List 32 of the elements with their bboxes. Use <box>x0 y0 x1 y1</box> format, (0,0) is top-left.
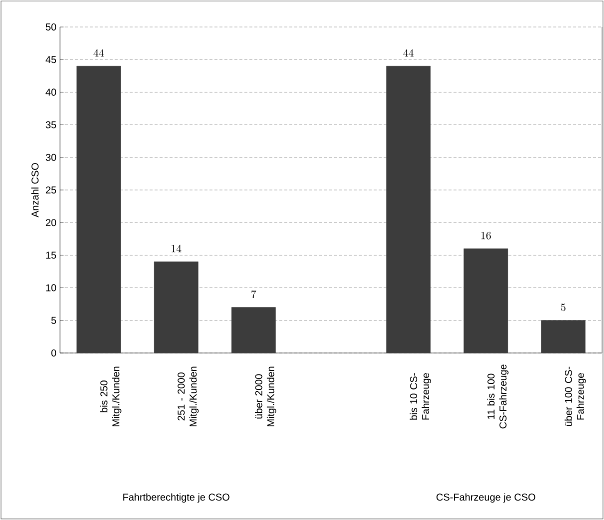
data-label: 44 <box>403 49 414 57</box>
x-tick-label: über 2000 Mitgl./Kunden <box>254 366 276 426</box>
y-tick-label: 35 <box>46 121 56 128</box>
x-tick-label: bis 250 Mitgl./Kunden <box>100 366 122 426</box>
y-tick-label: 20 <box>46 219 56 226</box>
y-tick-label: 15 <box>46 252 56 259</box>
bar <box>154 262 198 354</box>
bar <box>541 320 586 354</box>
data-label: 7 <box>251 290 256 298</box>
data-label: 44 <box>94 49 104 57</box>
data-label: 14 <box>172 244 182 252</box>
bar <box>76 66 121 354</box>
x-tick-label: 11 bis 100 CS-Fahrzeuge <box>487 364 508 428</box>
bar <box>386 66 431 354</box>
y-tick-label: 30 <box>46 154 56 161</box>
y-tick-label: 10 <box>46 284 56 292</box>
data-label: 16 <box>481 232 491 240</box>
y-axis-title: Anzahl CSO <box>31 163 39 218</box>
text: Fahrtberechtigte je CSO <box>123 493 230 503</box>
text: CS-Fahrzeuge je CSO <box>436 493 536 503</box>
y-tick-label: 25 <box>46 186 56 194</box>
bar <box>464 248 508 354</box>
x-tick-label: über 100 CS-Fahrzeuge <box>564 366 586 426</box>
data-label: 5 <box>561 304 566 312</box>
y-tick-label: 45 <box>46 56 56 64</box>
bar <box>231 307 276 354</box>
y-tick-label: 50 <box>46 23 56 31</box>
y-tick-label: 5 <box>51 316 56 324</box>
y-tick-label: 40 <box>46 88 56 96</box>
x-tick-label: bis 10 CS-Fahrzeuge <box>410 373 432 420</box>
y-tick-label: 0 <box>51 349 56 357</box>
x-tick-label: 251 - 2000 Mitgl./Kunden <box>178 366 199 426</box>
